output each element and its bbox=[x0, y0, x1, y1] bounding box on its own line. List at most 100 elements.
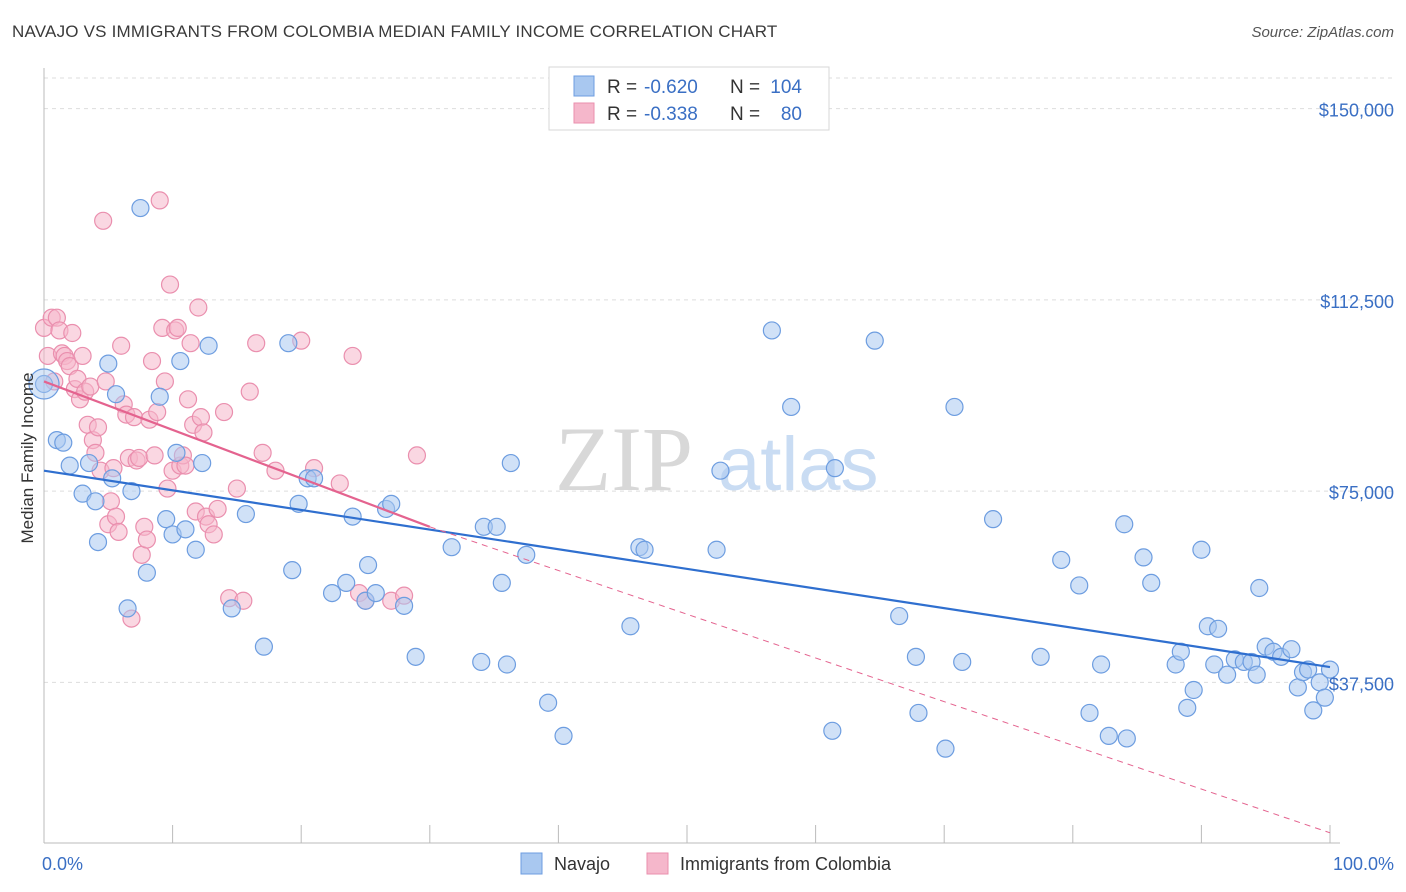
point-colombia bbox=[96, 372, 115, 391]
axes bbox=[43, 68, 1340, 844]
point-navajo bbox=[1099, 726, 1118, 746]
point-navajo bbox=[171, 351, 190, 371]
point-navajo bbox=[157, 510, 176, 529]
point-navajo bbox=[1288, 678, 1307, 697]
point-navajo bbox=[106, 385, 126, 404]
point-navajo bbox=[1091, 655, 1111, 674]
point-colombia bbox=[168, 318, 187, 337]
bottom-legend-swatch-colombia bbox=[646, 852, 669, 875]
legend-swatch-navajo bbox=[573, 75, 595, 97]
point-navajo bbox=[1134, 548, 1153, 567]
legend-swatch-colombia bbox=[573, 102, 595, 124]
point-navajo bbox=[442, 538, 461, 557]
point-navajo bbox=[176, 520, 195, 539]
point-navajo bbox=[890, 606, 909, 626]
point-navajo bbox=[1247, 665, 1266, 684]
point-colombia bbox=[189, 298, 208, 317]
point-navajo bbox=[825, 459, 844, 478]
legend-r-label-navajo: R = bbox=[607, 77, 637, 98]
point-navajo bbox=[983, 510, 1003, 529]
point-navajo bbox=[621, 617, 640, 636]
point-navajo bbox=[782, 397, 801, 417]
point-colombia bbox=[132, 545, 151, 564]
point-navajo bbox=[1178, 698, 1197, 717]
point-navajo bbox=[406, 647, 425, 666]
legend-n-navajo: 104 bbox=[770, 77, 802, 98]
point-navajo bbox=[99, 354, 118, 373]
point-colombia bbox=[178, 390, 198, 409]
point-navajo bbox=[1205, 655, 1224, 674]
point-navajo bbox=[103, 469, 122, 488]
y-axis-label: Median Family Income bbox=[18, 372, 37, 543]
bottom-legend: Navajo Immigrants from Colombia bbox=[520, 852, 892, 875]
legend-r-navajo: -0.620 bbox=[644, 77, 698, 98]
point-navajo bbox=[193, 453, 212, 473]
y-tick-labels: $37,500 $75,000 $112,500 $150,000 bbox=[1319, 101, 1394, 695]
point-colombia bbox=[191, 408, 210, 427]
point-navajo bbox=[492, 573, 511, 593]
point-navajo bbox=[906, 647, 926, 666]
watermark-atlas: atlas bbox=[718, 422, 879, 507]
trend-line-colombia-extrapolated bbox=[429, 526, 1331, 834]
point-navajo bbox=[337, 573, 356, 593]
watermark-zip: ZIP bbox=[555, 408, 693, 510]
point-navajo bbox=[1184, 680, 1203, 700]
point-colombia bbox=[208, 499, 227, 519]
trend-line-navajo bbox=[43, 469, 1331, 669]
point-navajo bbox=[199, 336, 218, 355]
point-navajo bbox=[953, 652, 972, 672]
point-navajo bbox=[1117, 729, 1136, 748]
point-navajo bbox=[167, 443, 186, 462]
point-colombia bbox=[106, 507, 126, 526]
point-navajo bbox=[501, 453, 520, 473]
point-colombia bbox=[63, 323, 82, 343]
point-colombia bbox=[155, 372, 174, 391]
point-navajo bbox=[150, 387, 169, 406]
point-navajo bbox=[865, 331, 884, 350]
point-navajo bbox=[279, 334, 298, 353]
point-colombia bbox=[101, 492, 120, 511]
watermark: ZIP atlas bbox=[555, 408, 879, 510]
point-navajo bbox=[762, 321, 781, 340]
point-colombia bbox=[181, 334, 200, 353]
point-colombia bbox=[407, 446, 427, 465]
point-navajo bbox=[487, 517, 506, 536]
trend-lines bbox=[43, 380, 1331, 834]
point-colombia bbox=[142, 351, 162, 371]
point-navajo bbox=[517, 545, 536, 564]
point-navajo bbox=[137, 563, 156, 582]
legend-r-colombia: -0.338 bbox=[644, 104, 698, 125]
point-navajo bbox=[1115, 515, 1134, 534]
point-navajo bbox=[1218, 665, 1237, 684]
point-navajo bbox=[60, 456, 79, 475]
point-navajo bbox=[358, 555, 378, 575]
point-navajo bbox=[909, 703, 928, 723]
point-colombia bbox=[148, 402, 167, 422]
point-navajo bbox=[122, 482, 141, 501]
point-colombia bbox=[253, 443, 272, 462]
point-colombia bbox=[137, 530, 156, 549]
bottom-legend-navajo: Navajo bbox=[554, 854, 610, 874]
legend-n-label-colombia: N = bbox=[730, 104, 760, 125]
point-navajo bbox=[131, 198, 150, 218]
point-navajo bbox=[1070, 576, 1089, 595]
y-tick-label: $37,500 bbox=[1329, 674, 1394, 694]
point-navajo bbox=[86, 492, 105, 511]
point-navajo bbox=[936, 739, 955, 758]
legend-n-label-navajo: N = bbox=[730, 77, 760, 98]
point-navajo bbox=[283, 561, 302, 580]
point-navajo bbox=[322, 583, 342, 603]
x-tick-left: 0.0% bbox=[42, 854, 83, 874]
point-colombia bbox=[94, 211, 113, 230]
point-navajo bbox=[1052, 550, 1071, 570]
point-colombia bbox=[247, 334, 266, 353]
point-navajo bbox=[554, 726, 573, 746]
legend-r-label-colombia: R = bbox=[607, 104, 637, 125]
legend-box: R = -0.620 N = 104 R = -0.338 N = 80 bbox=[548, 66, 830, 131]
point-navajo bbox=[118, 599, 137, 618]
point-colombia bbox=[343, 346, 362, 366]
point-navajo bbox=[1031, 647, 1050, 666]
point-navajo bbox=[79, 453, 99, 473]
point-navajo bbox=[1209, 619, 1228, 638]
point-colombia bbox=[330, 474, 349, 493]
